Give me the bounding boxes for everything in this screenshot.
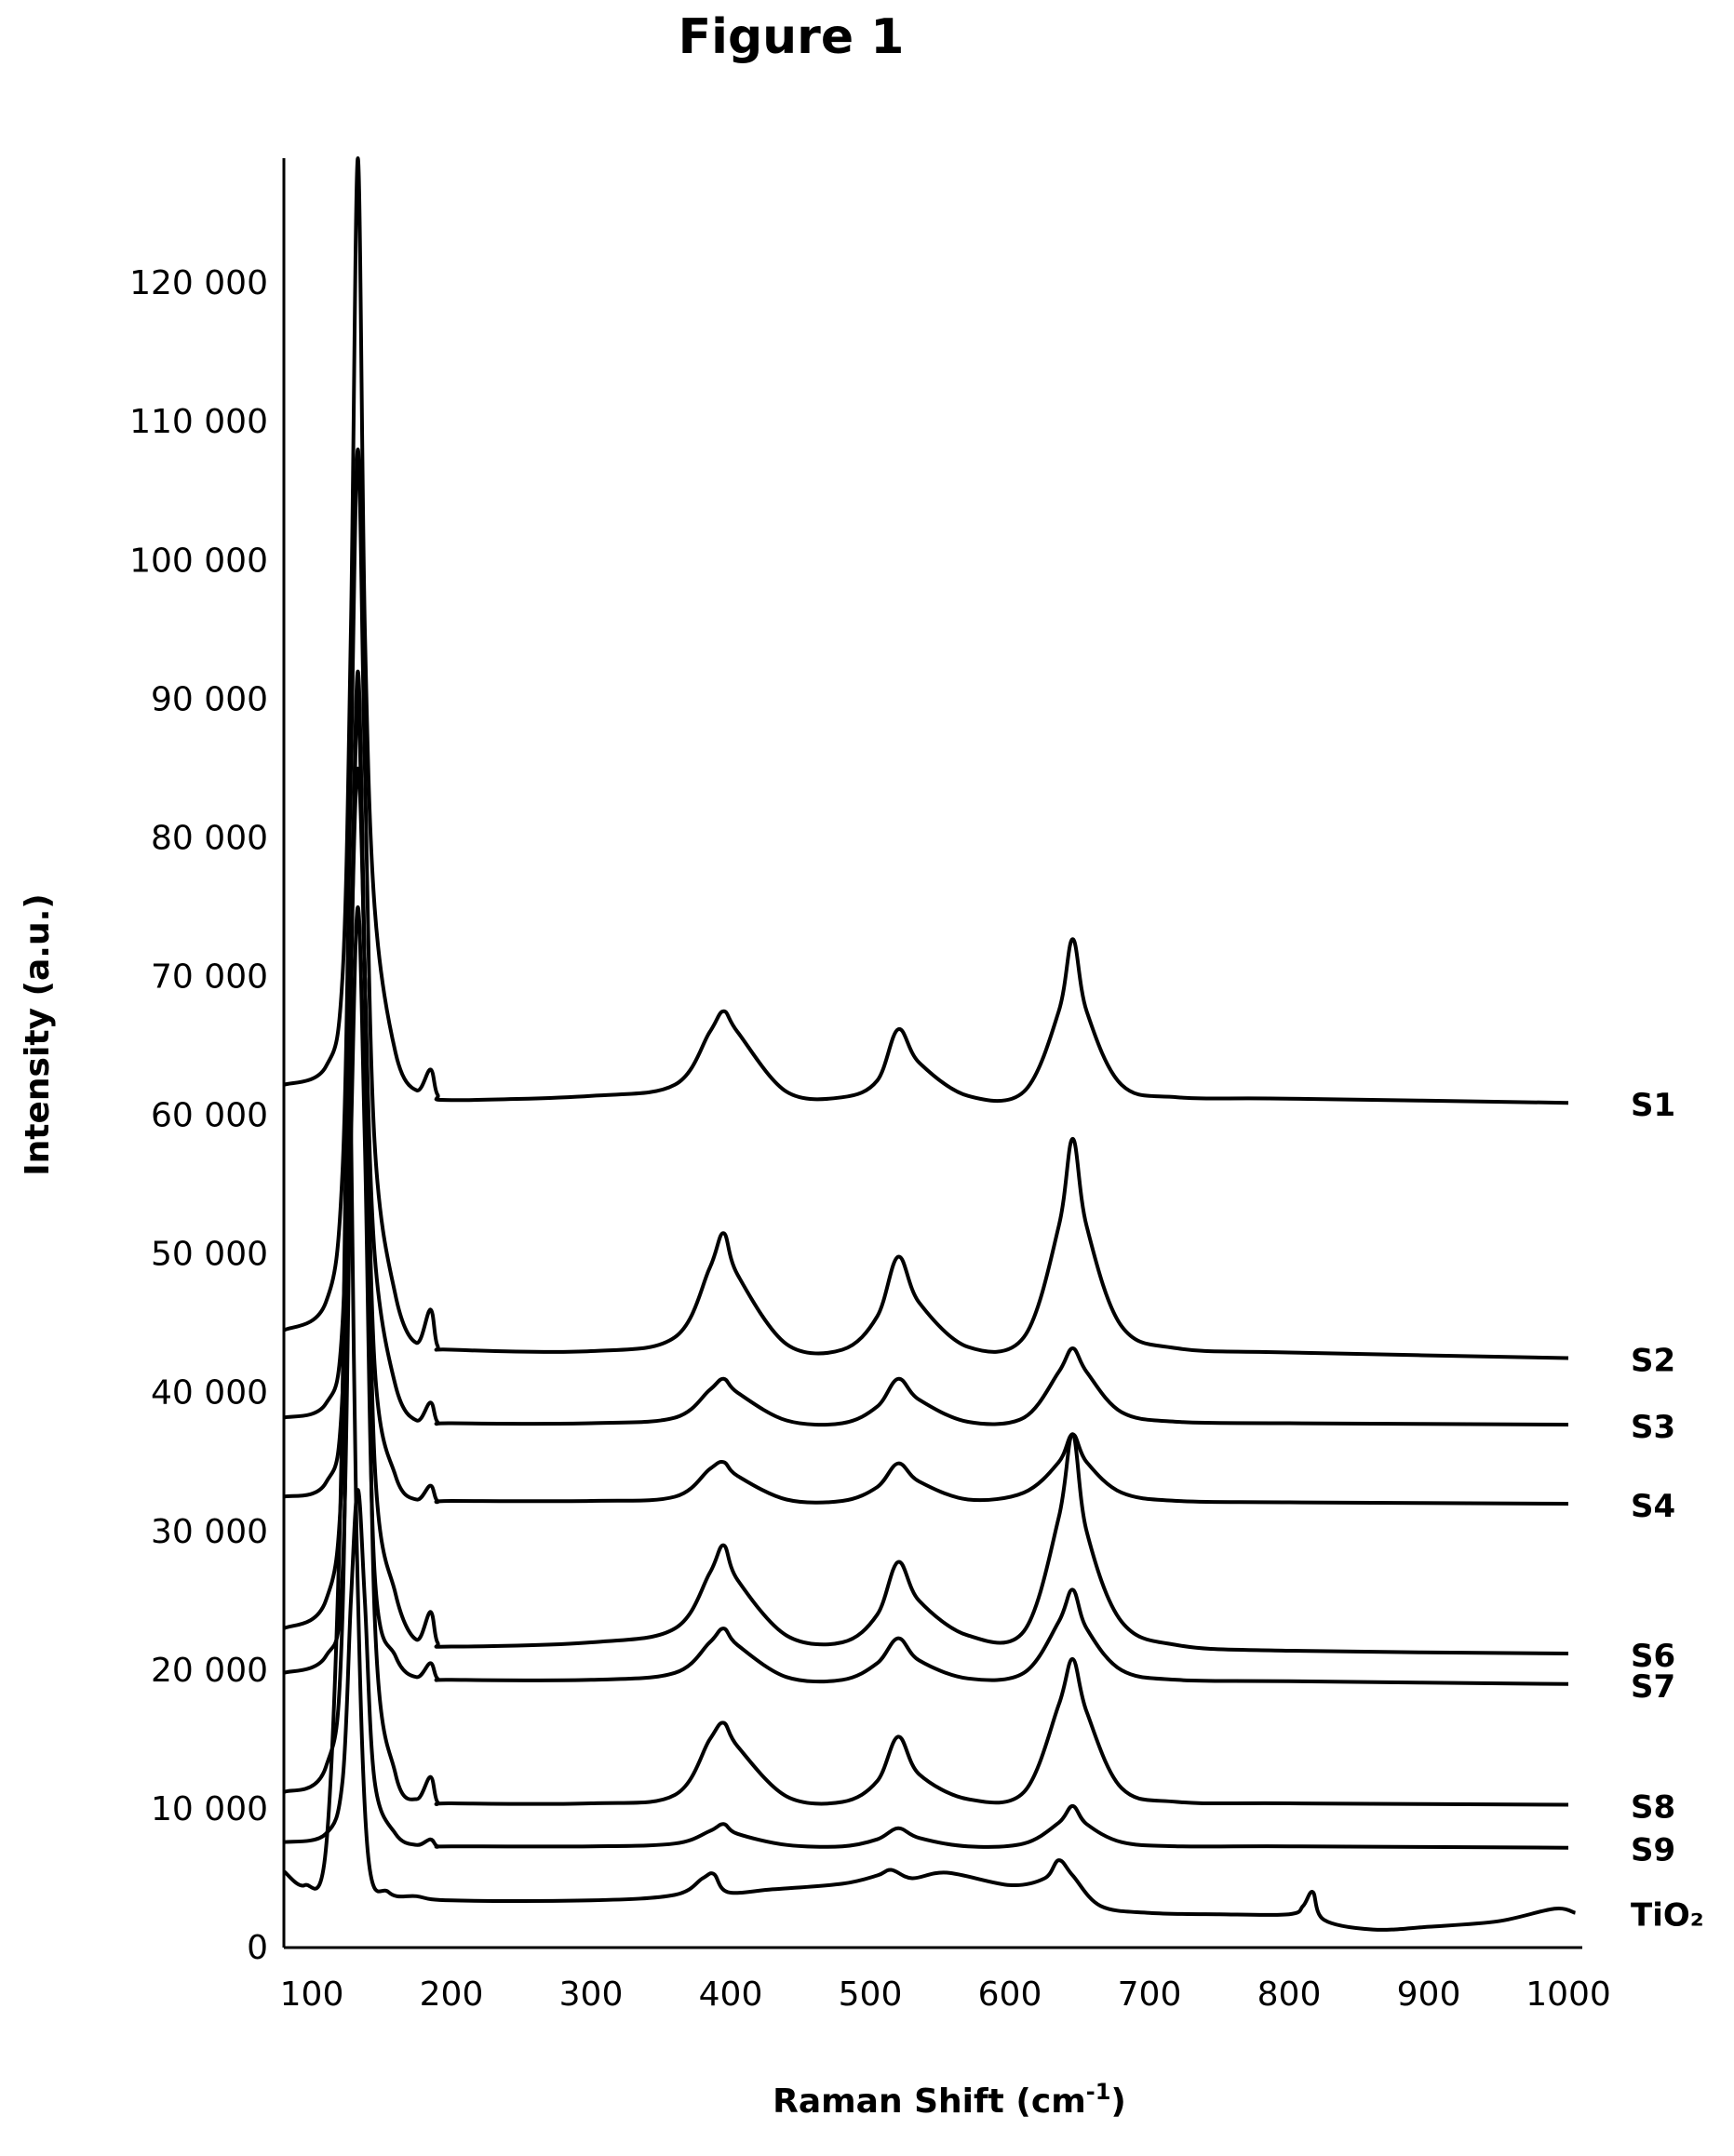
x-tick-label: 600 <box>978 1975 1042 2014</box>
series-line-3 <box>283 669 1569 1506</box>
x-axis-title-sup: -1 <box>1086 2079 1111 2105</box>
series-line-6 <box>282 697 1569 1807</box>
y-tick-label: 10 000 <box>151 1790 268 1828</box>
series-line-1 <box>282 448 1569 1360</box>
y-tick-labels: 0 10 000 20 000 30 000 40 000 50 000 60 000 70 … <box>129 264 268 1967</box>
series-label: S3 <box>1631 1409 1675 1446</box>
y-tick-label: 80 000 <box>151 819 268 857</box>
y-tick-label: 120 000 <box>129 264 268 302</box>
y-tick-label: 100 000 <box>129 542 268 580</box>
x-tick-label: 1000 <box>1526 1975 1611 2014</box>
series-label: S9 <box>1631 1832 1675 1869</box>
series-label: S4 <box>1631 1488 1675 1525</box>
x-tick-label: 200 <box>420 1975 484 2014</box>
x-axis-title-end: ) <box>1110 2082 1125 2121</box>
x-tick-labels: 100 200 300 400 500 600 700 800 900 1000 <box>280 1975 1611 2014</box>
x-tick-label: 800 <box>1257 1975 1322 2014</box>
y-tick-label: 20 000 <box>151 1652 268 1690</box>
y-axis-title: Intensity (a.u.) <box>19 893 57 1175</box>
series-label: TiO₂ <box>1631 1897 1704 1935</box>
axes <box>282 158 1582 1949</box>
x-tick-label: 400 <box>699 1975 763 2014</box>
y-tick-label: 60 000 <box>151 1097 268 1135</box>
series-line-8 <box>282 1061 1577 1932</box>
series-line-7 <box>283 1488 1569 1850</box>
x-tick-label: 700 <box>1118 1975 1182 2014</box>
y-tick-label: 30 000 <box>151 1513 268 1551</box>
y-tick-label: 40 000 <box>151 1374 268 1413</box>
series-label: S6 <box>1631 1638 1675 1675</box>
y-tick-label: 70 000 <box>151 958 268 997</box>
y-tick-label: 0 <box>247 1929 268 1967</box>
x-tick-label: 900 <box>1397 1975 1461 2014</box>
x-tick-label: 500 <box>839 1975 903 2014</box>
series-lines <box>282 156 1577 1932</box>
y-tick-label: 50 000 <box>151 1236 268 1274</box>
series-label: S7 <box>1631 1668 1675 1706</box>
series-line-0 <box>283 156 1569 1105</box>
y-tick-label: 90 000 <box>151 680 268 718</box>
x-axis-title: Raman Shift (cm-1) <box>773 2079 1126 2121</box>
series-label: S8 <box>1631 1788 1675 1826</box>
series-label: S1 <box>1631 1087 1675 1124</box>
series-line-4 <box>282 766 1569 1655</box>
figure-title: Figure 1 <box>678 9 905 65</box>
x-tick-label: 100 <box>280 1975 344 2014</box>
x-axis-title-main: Raman Shift (cm <box>773 2082 1086 2121</box>
x-tick-label: 300 <box>559 1975 624 2014</box>
series-line-2 <box>283 697 1569 1427</box>
y-tick-label: 110 000 <box>129 403 268 441</box>
series-line-5 <box>283 905 1569 1686</box>
series-label: S2 <box>1631 1342 1675 1379</box>
